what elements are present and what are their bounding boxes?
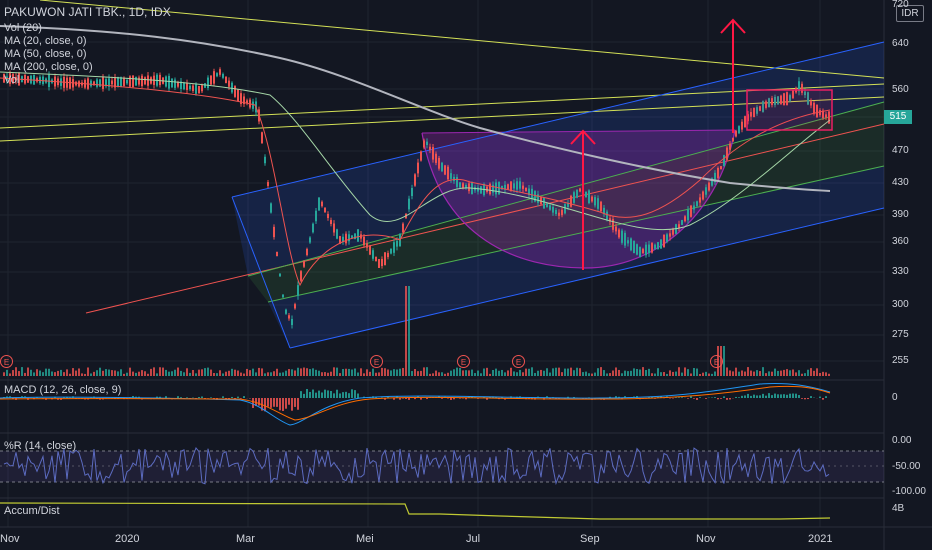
earnings-marker[interactable]: E [710, 355, 723, 368]
cup-rim [421, 129, 736, 134]
price-tick: 330 [892, 266, 909, 277]
target-arrow-left [570, 129, 596, 270]
volume-series [3, 286, 830, 376]
trendline-top [39, 0, 885, 79]
price-tick: 275 [892, 329, 909, 340]
earnings-marker[interactable]: E [0, 355, 13, 368]
price-tick: 360 [892, 236, 909, 247]
trendline-low [0, 96, 885, 142]
channel-middle-fill [248, 102, 884, 302]
earnings-marker[interactable]: E [457, 355, 470, 368]
time-tick: Jul [466, 533, 481, 545]
macd-tick: 0 [892, 392, 898, 403]
channel-bottom-line [289, 207, 885, 349]
price-tick: 300 [892, 299, 909, 310]
williams-r-label: %R (14, close) [4, 440, 77, 452]
price-tick: 560 [892, 84, 909, 95]
ma-20-line [0, 77, 831, 287]
channel-lower-fill [268, 166, 884, 348]
channel-upper-fill [232, 42, 884, 276]
wr-tick: -100.00 [892, 486, 926, 497]
accum-dist-label: Accum/Dist [4, 505, 60, 517]
cup-curve [421, 129, 736, 269]
channel-top-line [231, 41, 885, 198]
price-tick: 255 [892, 355, 909, 366]
accum-dist-tick: 4B [892, 503, 905, 514]
legend-ma-20: MA (20, close, 0) [4, 35, 87, 47]
legend-vol: Vol [4, 74, 20, 86]
time-tick: 2021 [808, 533, 833, 545]
wr-tick: 0.00 [892, 435, 912, 446]
macd-signal-line [0, 385, 831, 421]
target-arrow-right [720, 18, 746, 133]
chart-title: PAKUWON JATI TBK., 1D, IDX [4, 5, 171, 19]
consolidation-box [746, 89, 833, 131]
time-tick: Nov [696, 533, 716, 545]
channel-midtop-line [247, 101, 885, 277]
price-tick: 470 [892, 145, 909, 156]
price-tick: 390 [892, 209, 909, 220]
trendline-red [85, 123, 885, 314]
ma-200-line [0, 25, 831, 192]
legend-vol-20: Vol (20) [4, 22, 42, 34]
time-tick: Mar [236, 533, 255, 545]
price-tick: 430 [892, 177, 909, 188]
channel-left-edge [231, 196, 291, 349]
accum-dist-line [0, 502, 831, 520]
grid-lines [0, 0, 884, 527]
macd-label: MACD (12, 26, close, 9) [4, 384, 122, 396]
wr-tick: -50.00 [892, 461, 921, 472]
legend-ma-200: MA (200, close, 0) [4, 61, 93, 73]
time-tick: Mei [356, 533, 374, 545]
currency-badge[interactable]: IDR [896, 5, 924, 22]
earnings-marker[interactable]: E [512, 355, 525, 368]
price-tick: 720 [892, 0, 909, 10]
williams-r-line [3, 447, 830, 486]
time-tick: Sep [580, 533, 600, 545]
time-tick: Nov [0, 533, 20, 545]
earnings-marker[interactable]: E [370, 355, 383, 368]
trendline-mid [0, 83, 885, 129]
price-tick: 640 [892, 38, 909, 49]
legend-ma-50: MA (50, close, 0) [4, 48, 87, 60]
ma-50-line [0, 71, 831, 231]
wr-band [0, 451, 884, 482]
last-price-badge: 515 [884, 110, 912, 124]
time-tick: 2020 [115, 533, 140, 545]
macd-pane [0, 383, 831, 426]
